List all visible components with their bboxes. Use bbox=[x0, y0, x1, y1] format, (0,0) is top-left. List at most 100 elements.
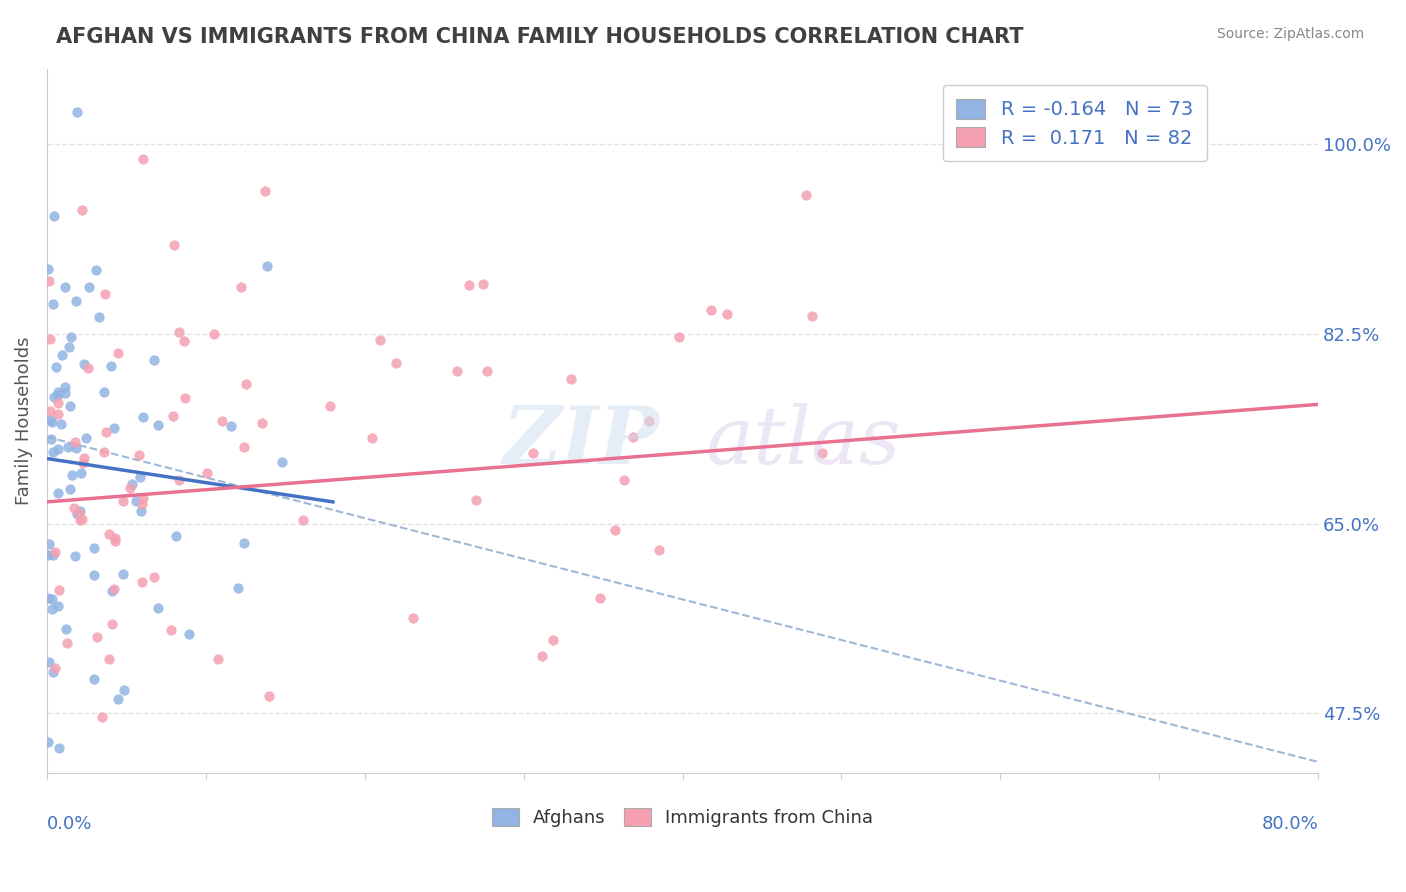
Point bbox=[44, 545, 66, 559]
Point bbox=[69, 504, 91, 518]
Point bbox=[560, 372, 582, 386]
Point bbox=[73, 451, 96, 466]
Point bbox=[77, 360, 100, 375]
Point bbox=[402, 611, 425, 625]
Point bbox=[104, 531, 127, 545]
Point bbox=[256, 260, 278, 274]
Point bbox=[232, 440, 254, 454]
Point bbox=[131, 409, 153, 424]
Point bbox=[319, 399, 342, 413]
Point bbox=[211, 414, 233, 428]
Point bbox=[42, 444, 65, 458]
Point bbox=[148, 601, 170, 615]
Point bbox=[51, 348, 73, 362]
Point bbox=[65, 507, 87, 521]
Point bbox=[226, 581, 249, 595]
Point bbox=[202, 326, 225, 341]
Point bbox=[44, 390, 66, 404]
Point bbox=[70, 466, 93, 480]
Point bbox=[63, 434, 86, 449]
Point bbox=[143, 353, 166, 368]
Point bbox=[716, 307, 738, 321]
Point bbox=[89, 310, 111, 325]
Point bbox=[38, 655, 60, 669]
Point bbox=[46, 442, 69, 456]
Point bbox=[543, 633, 565, 648]
Point bbox=[125, 494, 148, 508]
Point bbox=[114, 683, 136, 698]
Point bbox=[72, 358, 94, 372]
Point bbox=[368, 334, 391, 348]
Point bbox=[167, 325, 190, 339]
Point bbox=[811, 446, 834, 460]
Point bbox=[46, 395, 69, 409]
Point bbox=[48, 741, 70, 756]
Point bbox=[62, 501, 84, 516]
Point bbox=[160, 624, 183, 638]
Point bbox=[39, 432, 62, 446]
Point bbox=[100, 616, 122, 631]
Point bbox=[103, 582, 125, 596]
Point bbox=[91, 710, 114, 724]
Point bbox=[100, 584, 122, 599]
Point bbox=[37, 261, 59, 276]
Point bbox=[98, 527, 121, 541]
Point bbox=[46, 408, 69, 422]
Point bbox=[83, 567, 105, 582]
Point bbox=[621, 430, 644, 444]
Point bbox=[53, 380, 76, 394]
Point bbox=[72, 202, 94, 217]
Point bbox=[86, 630, 108, 644]
Text: 80.0%: 80.0% bbox=[1261, 815, 1319, 833]
Point bbox=[603, 523, 626, 537]
Point bbox=[83, 672, 105, 686]
Point bbox=[254, 184, 277, 198]
Point bbox=[121, 477, 143, 491]
Point bbox=[163, 237, 186, 252]
Point bbox=[107, 692, 129, 706]
Point bbox=[72, 456, 94, 470]
Point bbox=[179, 627, 201, 641]
Point bbox=[83, 541, 105, 556]
Point bbox=[94, 425, 117, 439]
Point bbox=[37, 735, 59, 749]
Point bbox=[72, 512, 94, 526]
Point bbox=[98, 651, 121, 665]
Point bbox=[143, 570, 166, 584]
Point bbox=[44, 661, 66, 675]
Point bbox=[46, 486, 69, 500]
Text: 0.0%: 0.0% bbox=[46, 815, 93, 833]
Point bbox=[93, 445, 115, 459]
Point bbox=[162, 409, 184, 423]
Point bbox=[207, 652, 229, 666]
Point bbox=[131, 575, 153, 590]
Text: ZIP: ZIP bbox=[502, 403, 659, 481]
Point bbox=[37, 548, 59, 562]
Point bbox=[195, 466, 218, 480]
Point bbox=[530, 648, 553, 663]
Point bbox=[477, 364, 499, 378]
Point bbox=[107, 346, 129, 360]
Point bbox=[120, 481, 142, 495]
Point bbox=[41, 592, 63, 607]
Point bbox=[465, 493, 488, 508]
Point bbox=[173, 391, 195, 405]
Point bbox=[360, 431, 382, 445]
Point bbox=[65, 442, 87, 456]
Point bbox=[42, 209, 65, 223]
Point bbox=[165, 529, 187, 543]
Point bbox=[271, 455, 294, 469]
Point bbox=[173, 334, 195, 348]
Point bbox=[112, 566, 135, 581]
Point bbox=[292, 513, 315, 527]
Point bbox=[219, 418, 242, 433]
Point bbox=[48, 385, 70, 400]
Point bbox=[647, 542, 669, 557]
Point bbox=[53, 386, 76, 401]
Point bbox=[56, 440, 79, 454]
Point bbox=[104, 534, 127, 549]
Point bbox=[56, 636, 79, 650]
Point bbox=[39, 404, 62, 418]
Point bbox=[65, 293, 87, 308]
Point bbox=[39, 413, 62, 427]
